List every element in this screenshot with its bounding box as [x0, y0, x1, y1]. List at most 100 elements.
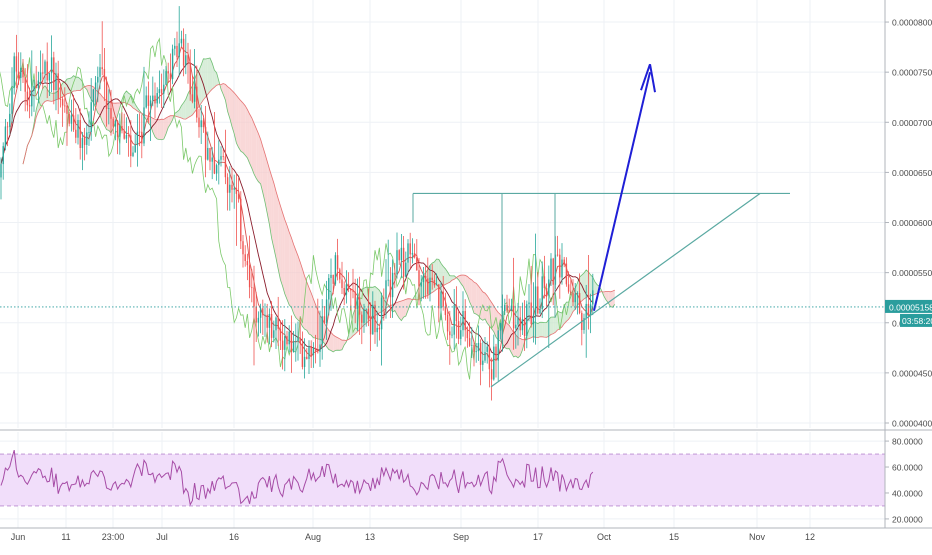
candle-body: [490, 369, 493, 380]
cloud-segment-green: [441, 263, 444, 288]
candle-body: [11, 87, 13, 114]
cloud-segment-red: [157, 119, 160, 140]
cloud-segment-red: [403, 299, 406, 318]
candle-body: [15, 56, 18, 72]
time-tick-label: Nov: [749, 532, 766, 542]
cloud-segment-red: [166, 116, 169, 135]
cloud-segment-red: [482, 291, 485, 321]
cloud-segment-red: [271, 176, 274, 248]
cloud-segment-red: [311, 293, 314, 338]
candle-body: [341, 279, 343, 288]
candle-body: [0, 164, 2, 178]
cloud-segment-green: [36, 101, 39, 118]
cloud-segment-green: [535, 322, 538, 338]
countdown-label: 03:58:20: [902, 316, 932, 326]
cloud-segment-red: [487, 295, 490, 326]
cloud-segment-red: [309, 287, 312, 336]
candle-body: [587, 303, 590, 315]
candle-body: [585, 303, 587, 318]
candle-body: [4, 126, 7, 147]
candle-body: [125, 135, 128, 139]
candle-body: [6, 126, 9, 128]
candle-body: [242, 241, 244, 255]
candle-body: [321, 316, 323, 345]
candle-body: [292, 341, 295, 353]
candle-body: [33, 86, 35, 91]
candle-body: [589, 304, 592, 315]
candle-body: [433, 279, 436, 286]
candle-body: [156, 93, 158, 104]
candle-body: [530, 302, 532, 325]
candle-body: [442, 291, 444, 307]
candle-body: [167, 71, 169, 74]
cloud-segment-green: [45, 85, 48, 102]
cloud-segment-green: [546, 319, 549, 338]
candle-body: [394, 273, 396, 275]
candle-body: [266, 314, 268, 328]
candle-body: [9, 113, 11, 127]
candle-body: [145, 95, 147, 108]
candle-body: [332, 274, 334, 284]
cloud-segment-red: [172, 113, 175, 120]
candle-body: [479, 342, 482, 365]
candle-body: [559, 254, 561, 278]
candle-body: [440, 291, 442, 309]
candle-body: [141, 131, 143, 144]
candle-body: [46, 61, 48, 81]
candle-body: [222, 156, 224, 157]
candle-body: [193, 86, 196, 102]
cloud-segment-green: [540, 322, 543, 337]
candle-body: [378, 327, 381, 330]
cloud-segment-green: [53, 92, 56, 101]
candle-body: [101, 67, 103, 69]
cloud-segment-red: [227, 86, 230, 119]
cloud-segment-green: [62, 81, 65, 97]
forecast-arrow[interactable]: [593, 71, 651, 311]
cloud-segment-red: [491, 302, 494, 332]
drawings[interactable]: [0, 63, 885, 388]
forecast-arrow-head[interactable]: [640, 63, 656, 93]
time-tick-label: Sep: [453, 532, 469, 542]
candle-body: [143, 107, 145, 144]
cloud-segment-red: [221, 83, 224, 95]
candle-body: [279, 328, 282, 341]
cloud-segment-red: [399, 301, 402, 321]
candle-body: [187, 55, 189, 63]
candle-body: [218, 159, 220, 166]
candle-body: [108, 108, 110, 110]
candle-body: [539, 308, 541, 314]
cloud-segment-red: [260, 139, 263, 193]
support-trend-line[interactable]: [490, 192, 761, 388]
candle-body: [220, 156, 222, 160]
candle-body: [477, 342, 480, 352]
candle-body: [328, 278, 330, 300]
time-tick-label: Aug: [305, 532, 321, 542]
cloud-segment-green: [183, 99, 186, 120]
candle-body: [504, 305, 506, 312]
candle-body: [182, 38, 185, 66]
cloud-segment-green: [40, 88, 43, 108]
candle-body: [235, 188, 238, 194]
candle-body: [354, 291, 356, 309]
rsi-tick-label: 40.0000: [892, 488, 923, 498]
cloud-segment-red: [234, 92, 237, 144]
candle-body: [299, 337, 301, 344]
cloud-segment-red: [240, 100, 243, 153]
candle-body: [134, 145, 136, 153]
candle-body: [407, 243, 409, 263]
candle-body: [550, 258, 552, 280]
cloud-segment-red: [515, 334, 518, 358]
time-tick-label: 17: [533, 532, 543, 542]
candle-body: [325, 299, 328, 324]
candle-body: [273, 330, 275, 338]
time-tick-label: 16: [229, 532, 239, 542]
candle-body: [200, 120, 202, 128]
candle-body: [365, 308, 367, 310]
candle-body: [61, 99, 64, 106]
candle-body: [482, 360, 484, 365]
cloud-segment-red: [458, 275, 461, 284]
cloud-segment-red: [280, 205, 283, 287]
cloud-segment-green: [124, 90, 127, 104]
